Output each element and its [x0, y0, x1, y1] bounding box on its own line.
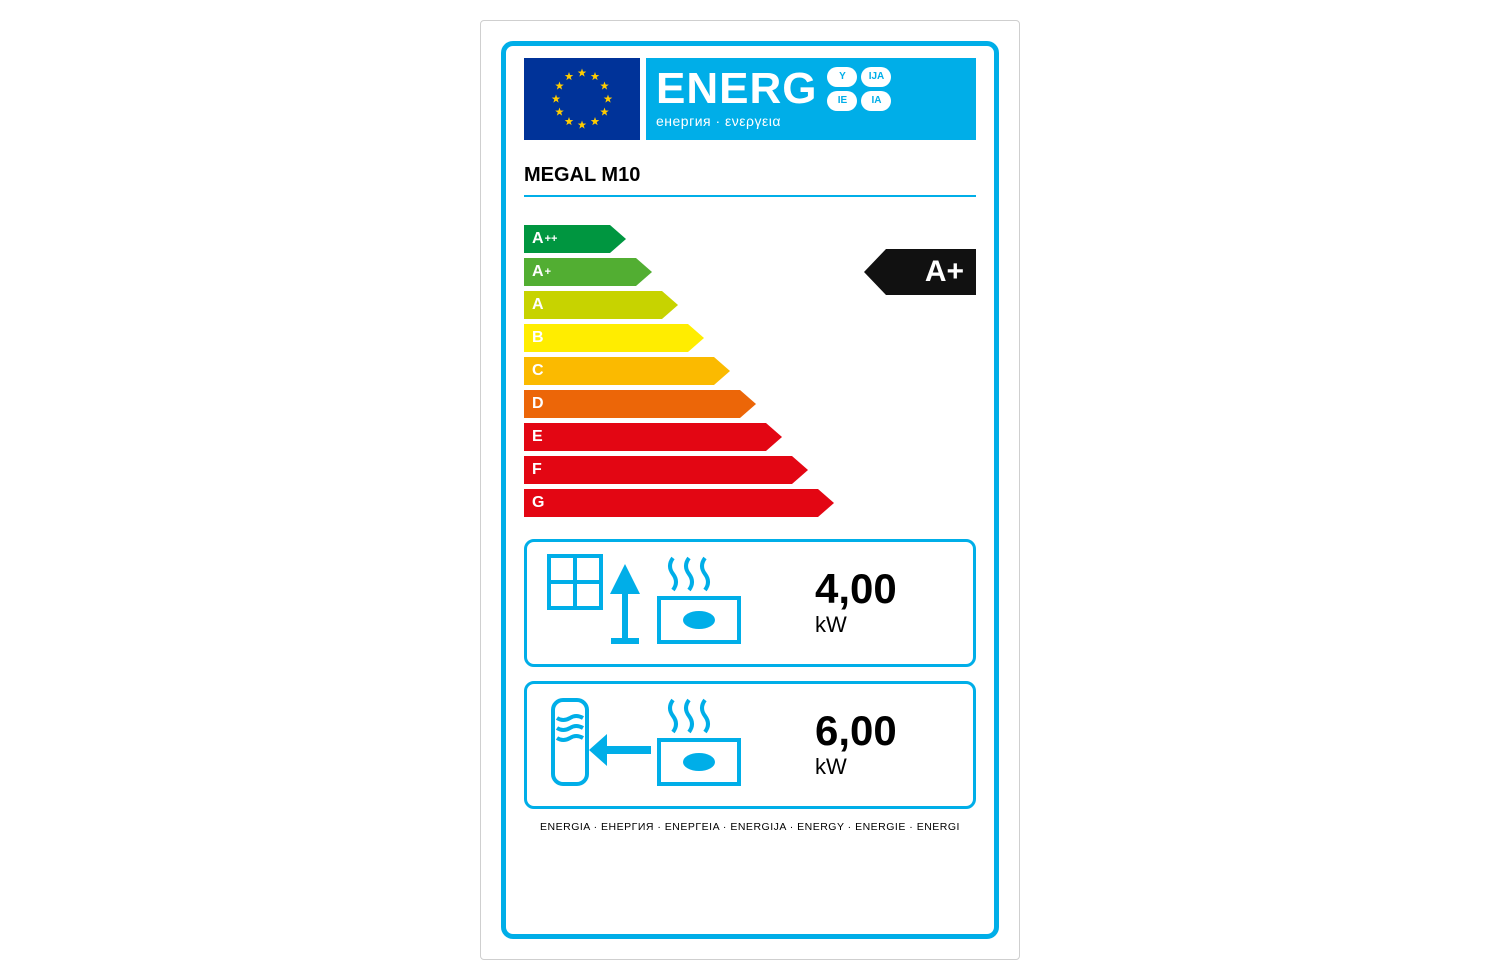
indirect-heat-unit: kW	[815, 754, 955, 780]
direct-heat-icon	[545, 550, 797, 655]
energ-title: ENERG	[656, 67, 817, 111]
efficiency-scale: A++ A+ ABCDEFG A+	[524, 225, 976, 525]
scale-row: F	[524, 456, 976, 484]
scale-grade-label: A	[532, 291, 544, 319]
energ-suffix-pill: IJA	[861, 67, 891, 87]
product-rule	[524, 195, 976, 197]
energ-suffix-pills: YIJAIEIA	[827, 67, 891, 111]
scale-row: A	[524, 291, 976, 319]
energ-suffix-pill: Y	[827, 67, 857, 87]
product-section: MEGAL M10	[524, 164, 976, 197]
spec-box-direct-heat: 4,00 kW	[524, 539, 976, 667]
scale-grade-label: A++	[532, 225, 557, 253]
energy-label: ENERG YIJAIEIA енергия · ενεργεια MEGAL …	[501, 41, 999, 939]
product-name: MEGAL M10	[524, 164, 976, 193]
spec-box-indirect-heat: 6,00 kW	[524, 681, 976, 809]
energ-suffix-pill: IE	[827, 91, 857, 111]
scale-grade-label: B	[532, 324, 544, 352]
scale-grade-label: G	[532, 489, 544, 517]
outer-frame: ENERG YIJAIEIA енергия · ενεργεια MEGAL …	[480, 20, 1020, 960]
direct-heat-value: 4,00	[815, 568, 955, 610]
scale-row: C	[524, 357, 976, 385]
scale-row: E	[524, 423, 976, 451]
eu-flag-icon	[524, 58, 640, 140]
scale-grade-label: E	[532, 423, 543, 451]
rating-class: A+	[925, 249, 964, 295]
indirect-heat-value: 6,00	[815, 710, 955, 752]
energ-block: ENERG YIJAIEIA енергия · ενεργεια	[646, 58, 976, 140]
scale-row: D	[524, 390, 976, 418]
scale-grade-label: D	[532, 390, 544, 418]
footer-text: ENERGIA · ЕНЕРГИЯ · ΕΝΕΡΓΕΙΑ · ENERGIJA …	[524, 821, 976, 833]
scale-grade-label: C	[532, 357, 544, 385]
direct-heat-unit: kW	[815, 612, 955, 638]
scale-row: B	[524, 324, 976, 352]
indirect-heat-icon	[545, 692, 797, 797]
header: ENERG YIJAIEIA енергия · ενεργεια	[524, 58, 976, 140]
energ-suffix-pill: IA	[861, 91, 891, 111]
rating-arrow: A+	[864, 249, 976, 295]
energ-subtitle: енергия · ενεργεια	[656, 113, 966, 129]
scale-grade-label: A+	[532, 258, 551, 286]
scale-grade-label: F	[532, 456, 542, 484]
scale-row: G	[524, 489, 976, 517]
